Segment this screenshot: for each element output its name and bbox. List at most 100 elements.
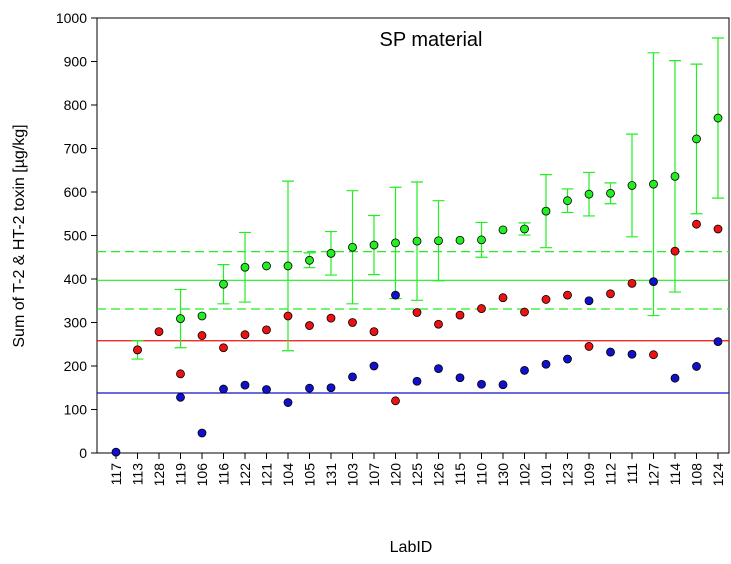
data-point bbox=[563, 290, 572, 300]
data-point bbox=[219, 384, 228, 394]
data-point bbox=[391, 290, 400, 300]
data-point bbox=[434, 319, 443, 329]
y-tick-label: 900 bbox=[64, 54, 88, 70]
data-point bbox=[197, 311, 207, 321]
data-point bbox=[348, 242, 357, 252]
x-tick-label: 127 bbox=[646, 463, 662, 487]
y-tick-label: 100 bbox=[64, 402, 88, 418]
data-point bbox=[713, 224, 723, 234]
data-point bbox=[520, 365, 529, 375]
x-tick-label: 121 bbox=[259, 463, 275, 487]
data-point bbox=[283, 311, 293, 321]
data-point bbox=[283, 398, 293, 407]
x-tick-label: 113 bbox=[130, 463, 146, 486]
data-point bbox=[369, 361, 379, 371]
x-axis-label: LabID bbox=[390, 539, 433, 556]
data-point bbox=[434, 236, 443, 246]
x-tick-label: 108 bbox=[689, 463, 705, 487]
x-tick-label: 105 bbox=[302, 463, 318, 487]
data-point bbox=[305, 255, 314, 265]
data-point bbox=[692, 134, 701, 144]
data-point bbox=[369, 327, 379, 337]
x-tick-label: 110 bbox=[474, 463, 490, 486]
data-point bbox=[434, 364, 443, 374]
data-point bbox=[154, 327, 164, 337]
y-tick-label: 300 bbox=[64, 315, 88, 331]
data-point bbox=[563, 196, 572, 206]
x-tick-label: 107 bbox=[366, 463, 382, 487]
data-point bbox=[692, 362, 701, 371]
data-point bbox=[606, 188, 615, 198]
x-tick-label: 115 bbox=[452, 463, 468, 486]
data-point bbox=[670, 246, 680, 256]
data-point bbox=[197, 428, 207, 438]
data-point bbox=[498, 293, 508, 303]
y-axis-label: Sum of T-2 & HT-2 toxin [µg/kg] bbox=[11, 124, 28, 347]
x-tick-label: 102 bbox=[517, 463, 533, 487]
data-point bbox=[606, 347, 615, 357]
data-point bbox=[584, 296, 594, 306]
data-point bbox=[649, 179, 658, 189]
x-tick-label: 126 bbox=[431, 463, 447, 487]
x-tick-label: 103 bbox=[345, 463, 361, 487]
x-tick-label: 104 bbox=[280, 463, 296, 487]
x-tick-label: 111 bbox=[624, 463, 640, 484]
x-tick-label: 114 bbox=[667, 463, 683, 486]
x-tick-label: 125 bbox=[409, 463, 425, 487]
data-point bbox=[498, 380, 508, 390]
x-tick-label: 122 bbox=[237, 463, 253, 487]
data-point bbox=[455, 373, 465, 383]
data-point bbox=[133, 345, 142, 355]
y-tick-label: 800 bbox=[64, 97, 88, 113]
data-point bbox=[197, 331, 207, 340]
data-point bbox=[670, 373, 680, 383]
data-point bbox=[563, 354, 572, 364]
x-tick-label: 130 bbox=[495, 463, 511, 487]
data-point bbox=[627, 349, 637, 359]
y-tick-label: 1000 bbox=[56, 10, 87, 26]
x-tick-label: 117 bbox=[108, 463, 124, 486]
y-tick-label: 700 bbox=[64, 141, 88, 157]
data-point bbox=[627, 181, 637, 190]
plot-frame bbox=[96, 17, 730, 454]
x-tick-label: 112 bbox=[603, 463, 619, 486]
chart-title: SP material bbox=[379, 29, 482, 51]
data-point bbox=[498, 225, 508, 235]
data-point bbox=[240, 330, 250, 340]
data-point bbox=[240, 262, 250, 272]
data-point bbox=[541, 359, 551, 369]
data-point bbox=[219, 279, 228, 289]
data-point bbox=[541, 295, 551, 304]
data-point bbox=[692, 219, 701, 229]
data-point bbox=[391, 238, 400, 248]
data-point bbox=[262, 385, 271, 394]
data-point bbox=[176, 369, 185, 379]
data-point bbox=[176, 314, 185, 323]
x-tick-label: 119 bbox=[173, 463, 189, 486]
data-point bbox=[584, 342, 594, 351]
x-tick-label: 116 bbox=[216, 463, 232, 486]
data-point bbox=[348, 318, 357, 327]
data-point bbox=[477, 379, 486, 389]
data-point bbox=[649, 350, 658, 360]
data-point bbox=[326, 313, 336, 323]
data-point bbox=[584, 189, 594, 199]
data-point bbox=[305, 383, 314, 393]
data-point bbox=[391, 396, 400, 406]
data-point bbox=[111, 447, 121, 457]
data-point bbox=[176, 392, 185, 402]
data-point bbox=[412, 236, 422, 246]
data-point bbox=[713, 337, 723, 347]
x-tick-label: 106 bbox=[194, 463, 210, 487]
data-point bbox=[348, 372, 357, 382]
x-tick-label: 128 bbox=[151, 463, 167, 487]
data-point bbox=[326, 248, 336, 258]
y-tick-label: 600 bbox=[64, 184, 88, 200]
x-tick-label: 131 bbox=[323, 463, 339, 487]
data-point bbox=[455, 310, 465, 320]
data-point bbox=[541, 206, 551, 216]
y-tick-label: 200 bbox=[64, 358, 88, 374]
data-point bbox=[262, 261, 271, 271]
x-tick-label: 124 bbox=[710, 463, 726, 487]
x-tick-label: 120 bbox=[388, 463, 404, 487]
